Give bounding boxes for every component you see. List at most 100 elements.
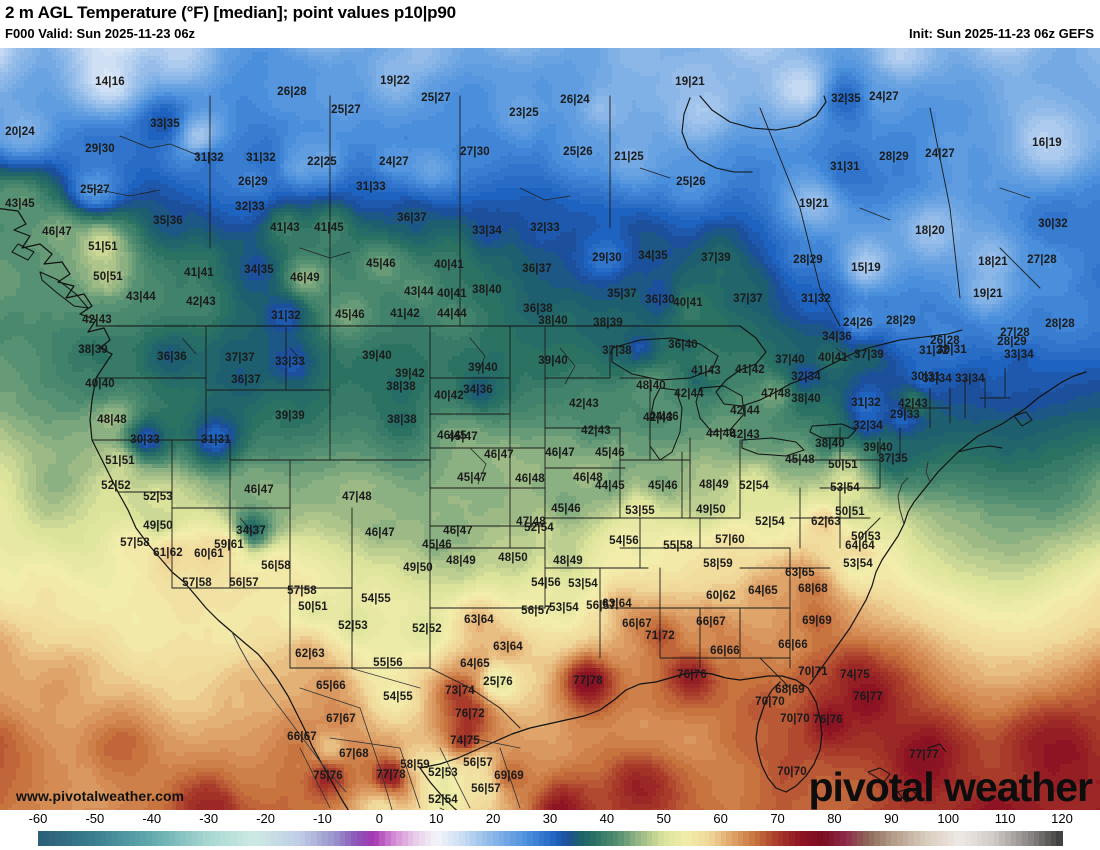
- point-value: 63|64: [464, 614, 494, 626]
- point-value: 77|78: [573, 675, 603, 687]
- colorbar-segment: [840, 831, 847, 846]
- point-value: 48|50: [498, 552, 528, 564]
- colorbar-segment: [965, 831, 972, 846]
- colorbar-segment: [231, 831, 238, 846]
- colorbar-segment: [641, 831, 648, 846]
- point-value: 26|24: [560, 94, 590, 106]
- point-value: 70|70: [780, 713, 810, 725]
- point-value: 46|47: [443, 525, 473, 537]
- colorbar-segment: [521, 831, 528, 846]
- point-value: 22|25: [307, 156, 337, 168]
- point-value: 25|27: [80, 184, 110, 196]
- point-value: 28|29: [879, 151, 909, 163]
- colorbar-segment: [982, 831, 989, 846]
- colorbar-segment: [993, 831, 1000, 846]
- river: [239, 517, 255, 535]
- point-value: 42|43: [581, 425, 611, 437]
- point-value: 35|36: [153, 215, 183, 227]
- point-value: 45|46: [595, 447, 625, 459]
- colorbar-segment: [862, 831, 870, 846]
- point-value: 27|28: [1027, 254, 1057, 266]
- colorbar-segment: [811, 831, 818, 846]
- colorbar-segment: [294, 831, 301, 846]
- colorbar-segment: [157, 831, 164, 846]
- point-value: 42|43: [730, 429, 760, 441]
- point-value: 25|27: [421, 92, 451, 104]
- colorbar-segment: [328, 831, 335, 846]
- point-value: 37|37: [733, 293, 763, 305]
- colorbar-segment: [891, 831, 898, 846]
- geography-layer: [0, 95, 1087, 810]
- point-value: 59|61: [214, 539, 244, 551]
- colorbar-tick: -20: [256, 811, 275, 826]
- point-value: 32|34: [853, 420, 883, 432]
- point-value: 19|21: [675, 76, 705, 88]
- point-value: 60|62: [706, 590, 736, 602]
- colorbar-segment: [629, 831, 636, 846]
- colorbar-segment: [185, 831, 193, 846]
- colorbar: -60 -50 -40 -30 -20 -10 0 10 20 30 40 50 60 70 80 90 100…: [0, 810, 1100, 850]
- colorbar-segment: [180, 831, 187, 846]
- point-value: 40|41: [673, 297, 703, 309]
- colorbar-segment: [828, 831, 836, 846]
- river: [119, 135, 201, 157]
- colorbar-segment: [72, 831, 79, 846]
- point-value: 33|33: [275, 356, 305, 368]
- colorbar-tick: 50: [656, 811, 671, 826]
- colorbar-segment: [487, 831, 494, 846]
- map-canvas[interactable]: 20|24 14|16 29|30 25|27 43|45 46|47 51|51 50|51…: [0, 48, 1100, 810]
- point-value: 38|40: [538, 315, 568, 327]
- point-value: 74|75: [450, 735, 480, 747]
- brand-watermark: pivotal weather: [808, 764, 1093, 810]
- point-value: 31|32: [919, 345, 949, 357]
- colorbar-tick: -50: [85, 811, 105, 826]
- point-value: 38|38: [387, 414, 417, 426]
- point-value: 50|51: [298, 601, 328, 613]
- point-value: 32|34: [791, 371, 821, 383]
- colorbar-segment: [612, 831, 619, 846]
- colorbar-segment: [868, 831, 875, 846]
- colorbar-segment: [220, 831, 227, 846]
- point-value: 49|50: [403, 562, 433, 574]
- colorbar-segment: [430, 831, 437, 846]
- point-value: 45|46: [422, 539, 452, 551]
- colorbar-segment: [623, 831, 631, 846]
- colorbar-segment: [345, 831, 352, 846]
- mexico-state-boundary: [469, 737, 521, 749]
- point-value: 46|47: [244, 484, 274, 496]
- point-value: 50|53: [851, 531, 881, 543]
- point-value: 46|48: [573, 472, 603, 484]
- colorbar-segment: [225, 831, 232, 846]
- point-value: 56|58: [261, 560, 291, 572]
- point-value: 31|32: [851, 397, 881, 409]
- colorbar-segment: [959, 831, 966, 846]
- point-value: 34|37: [236, 525, 266, 537]
- colorbar-segment: [538, 831, 545, 846]
- colorbar-segment: [94, 831, 102, 846]
- colorbar-segment: [89, 831, 96, 846]
- colorbar-segment: [288, 831, 295, 846]
- point-value: 40|41: [434, 259, 464, 271]
- point-value: 63|64: [493, 641, 523, 653]
- colorbar-segment: [390, 831, 397, 846]
- point-value: 61|62: [153, 547, 183, 559]
- point-value: 60|61: [194, 548, 224, 560]
- colorbar-segment: [663, 831, 671, 846]
- mexico-state-boundary: [439, 747, 471, 809]
- colorbar-segment: [1033, 831, 1040, 846]
- point-value: 52|54: [739, 480, 769, 492]
- point-value: 58|59: [703, 558, 733, 570]
- state-boundary: [759, 107, 841, 327]
- lake-superior: [611, 337, 719, 381]
- point-value: 48|49: [553, 555, 583, 567]
- colorbar-segment: [419, 831, 426, 846]
- point-value: 66|67: [287, 731, 317, 743]
- colorbar-segment: [686, 831, 693, 846]
- page-title: 2 m AGL Temperature (°F) [median]; point…: [5, 3, 456, 22]
- colorbar-segment: [606, 831, 614, 846]
- point-value: 35|37: [607, 288, 637, 300]
- point-value: 49|50: [696, 504, 726, 516]
- point-value: 70|70: [777, 766, 807, 778]
- colorbar-segment: [174, 831, 181, 846]
